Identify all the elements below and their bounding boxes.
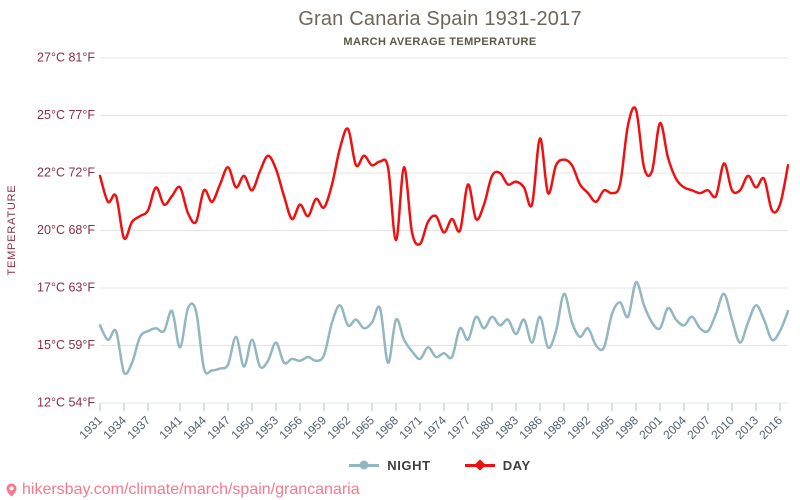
y-tick-label: 12°C 54°F xyxy=(37,395,95,409)
x-tick-label: 2010 xyxy=(708,413,737,442)
x-tick-label: 2013 xyxy=(732,413,761,442)
x-tick-label: 2007 xyxy=(684,413,713,442)
x-tick-label: 1950 xyxy=(228,413,257,442)
x-tick-label: 1947 xyxy=(204,413,233,442)
legend-label-day: DAY xyxy=(502,457,531,473)
x-tick-label: 1944 xyxy=(180,413,209,442)
day-line-marker-icon xyxy=(464,459,495,471)
day-series-line[interactable] xyxy=(98,106,790,246)
x-tick-label: 1995 xyxy=(588,413,617,442)
y-tick-label: 25°C 77°F xyxy=(37,108,95,122)
y-tick-label: 27°C 81°F xyxy=(37,50,95,64)
night-series-line[interactable] xyxy=(98,281,790,376)
x-tick-label: 1986 xyxy=(516,413,545,442)
x-tick-label: 1983 xyxy=(492,413,521,442)
x-tick-label: 1998 xyxy=(612,413,641,442)
x-tick-label: 1965 xyxy=(348,413,377,442)
source-url: hikersbay.com/climate/march/spain/granca… xyxy=(22,481,360,498)
chart-subtitle: MARCH AVERAGE TEMPERATURE xyxy=(343,36,537,48)
x-tick-label: 1937 xyxy=(124,413,153,442)
legend-item-day[interactable]: DAY xyxy=(464,457,531,473)
x-tick-label: 1980 xyxy=(468,413,497,442)
x-tick-label: 2016 xyxy=(756,413,785,442)
x-tick-label: 1956 xyxy=(276,413,305,442)
map-pin-icon xyxy=(6,483,17,497)
y-tick-label: 20°C 68°F xyxy=(37,223,95,237)
y-tick-label: 15°C 59°F xyxy=(37,338,95,352)
x-tick-label: 1992 xyxy=(564,413,593,442)
x-tick-label: 1941 xyxy=(156,413,185,442)
x-tick-label: 1968 xyxy=(372,413,401,442)
x-tick-label: 1971 xyxy=(396,413,425,442)
x-tick-label: 2001 xyxy=(636,413,665,442)
x-tick-label: 2004 xyxy=(660,413,689,442)
source-link[interactable]: hikersbay.com/climate/march/spain/granca… xyxy=(4,481,360,499)
x-tick-label: 1962 xyxy=(324,413,353,442)
x-tick-label: 1934 xyxy=(100,413,129,442)
y-tick-label: 17°C 63°F xyxy=(37,280,95,294)
legend-item-night[interactable]: NIGHT xyxy=(349,458,430,473)
x-tick-label: 1977 xyxy=(444,413,473,442)
x-tick-label: 1931 xyxy=(76,413,105,442)
y-tick-label: 22°C 72°F xyxy=(37,165,95,179)
x-tick-label: 1959 xyxy=(300,413,329,442)
x-tick-label: 1953 xyxy=(252,413,281,442)
chart-legend: NIGHT DAY xyxy=(90,453,790,477)
x-tick-label: 1974 xyxy=(420,413,449,442)
legend-label-night: NIGHT xyxy=(387,457,431,473)
x-tick-label: 1989 xyxy=(540,413,569,442)
page-title: Gran Canaria Spain 1931-2017 xyxy=(298,8,582,30)
night-line-marker-icon xyxy=(349,460,380,470)
